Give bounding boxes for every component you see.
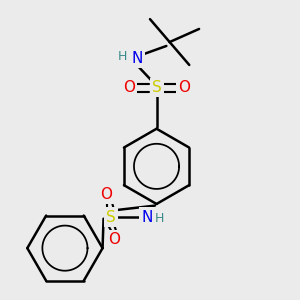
Text: N: N — [141, 210, 152, 225]
Text: H: H — [154, 212, 164, 225]
Text: S: S — [152, 80, 161, 95]
Text: O: O — [123, 80, 135, 95]
Text: O: O — [108, 232, 120, 247]
Text: O: O — [100, 187, 112, 202]
Text: O: O — [178, 80, 190, 95]
Text: N: N — [132, 51, 143, 66]
Text: S: S — [106, 210, 116, 225]
Text: H: H — [118, 50, 127, 63]
